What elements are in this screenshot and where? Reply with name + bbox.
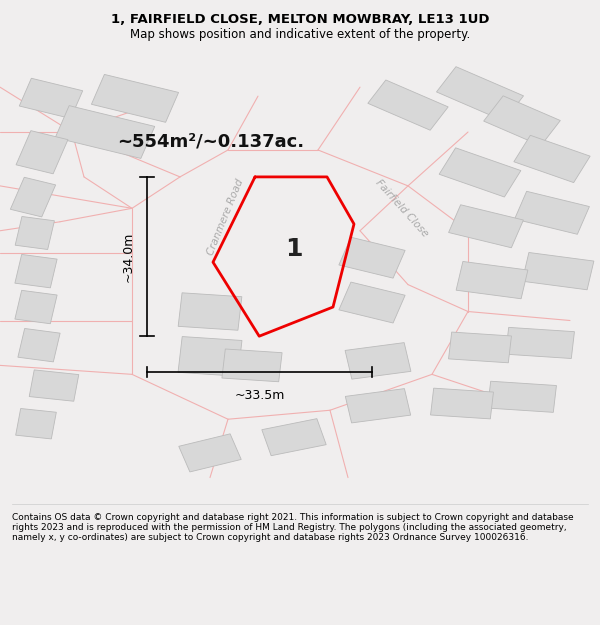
Polygon shape xyxy=(10,177,56,217)
Polygon shape xyxy=(456,261,528,299)
Polygon shape xyxy=(16,131,68,174)
Polygon shape xyxy=(449,332,511,362)
Polygon shape xyxy=(522,253,594,290)
Polygon shape xyxy=(178,292,242,330)
Polygon shape xyxy=(339,282,405,323)
Polygon shape xyxy=(506,328,574,359)
Polygon shape xyxy=(436,67,524,121)
Text: 1, FAIRFIELD CLOSE, MELTON MOWBRAY, LE13 1UD: 1, FAIRFIELD CLOSE, MELTON MOWBRAY, LE13… xyxy=(111,12,489,26)
Text: Fairfield Close: Fairfield Close xyxy=(374,177,430,239)
Polygon shape xyxy=(29,370,79,401)
Polygon shape xyxy=(179,434,241,472)
Polygon shape xyxy=(15,291,57,324)
Polygon shape xyxy=(55,106,155,158)
Text: 1: 1 xyxy=(285,237,303,261)
Polygon shape xyxy=(16,409,56,439)
Polygon shape xyxy=(18,329,60,362)
Text: Contains OS data © Crown copyright and database right 2021. This information is : Contains OS data © Crown copyright and d… xyxy=(12,512,574,542)
Polygon shape xyxy=(368,80,448,130)
Polygon shape xyxy=(515,191,589,234)
Polygon shape xyxy=(345,342,411,379)
Text: ~33.5m: ~33.5m xyxy=(235,389,284,402)
Polygon shape xyxy=(431,388,493,419)
Text: Map shows position and indicative extent of the property.: Map shows position and indicative extent… xyxy=(130,28,470,41)
Polygon shape xyxy=(178,337,242,376)
Text: ~554m²/~0.137ac.: ~554m²/~0.137ac. xyxy=(117,132,304,150)
Polygon shape xyxy=(346,389,410,423)
Polygon shape xyxy=(484,96,560,146)
Polygon shape xyxy=(91,74,179,122)
Polygon shape xyxy=(15,254,57,288)
Polygon shape xyxy=(514,135,590,182)
Text: ~34.0m: ~34.0m xyxy=(122,231,135,282)
Polygon shape xyxy=(15,216,55,249)
Polygon shape xyxy=(488,381,556,412)
Polygon shape xyxy=(439,148,521,197)
Polygon shape xyxy=(339,238,405,278)
Text: Cranmere Road: Cranmere Road xyxy=(205,177,245,257)
Polygon shape xyxy=(262,419,326,456)
Polygon shape xyxy=(19,78,83,119)
Polygon shape xyxy=(222,349,282,382)
Polygon shape xyxy=(449,205,523,248)
